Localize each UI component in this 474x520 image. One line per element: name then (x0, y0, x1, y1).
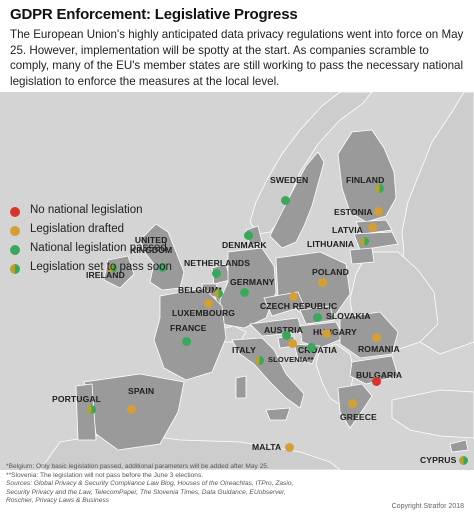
marker-bulgaria (372, 377, 381, 386)
land-sardinia (235, 375, 247, 399)
label-denmark: DENMARK (222, 240, 267, 250)
land-finland (337, 129, 397, 223)
marker-uk (158, 263, 167, 272)
label-spain: SPAIN (128, 386, 155, 396)
marker-slovakia (313, 313, 322, 322)
marker-denmark (244, 231, 253, 240)
label-germany: GERMANY (230, 277, 275, 287)
marker-austria (282, 331, 291, 340)
label-slovenia: SLOVENIA** (268, 355, 314, 364)
footnote-slovenia: **Slovenia: The legislation will not pas… (6, 471, 204, 479)
label-finland: FINLAND (346, 175, 385, 185)
marker-netherlands (212, 269, 221, 278)
marker-lithuania (360, 237, 369, 246)
label-czech: CZECH REPUBLIC (260, 301, 338, 311)
marker-czech (289, 292, 298, 301)
land-cyprus (449, 439, 469, 453)
land-bulgaria (349, 355, 399, 385)
legend-label: National legislation passed (30, 242, 167, 254)
label-greece: GREECE (340, 412, 377, 422)
label-italy: ITALY (232, 345, 256, 355)
label-latvia: LATVIA (332, 225, 363, 235)
marker-latvia (368, 223, 377, 232)
label-belgium: BELGIUM* (178, 285, 222, 295)
label-lithuania: LITHUANIA (307, 239, 355, 249)
label-france: FRANCE (170, 323, 207, 333)
land-uk (139, 223, 185, 291)
legend-label: Legislation drafted (30, 223, 124, 235)
legend-label: Legislation set to pass soon (30, 261, 172, 273)
marker-romania (372, 333, 381, 342)
legend-dot-drafted (10, 226, 20, 236)
marker-portugal (87, 405, 96, 414)
marker-greece (348, 399, 357, 408)
footnote-sources-2: Security Privacy and the Law, TelecomPap… (6, 488, 286, 496)
land-sweden (269, 151, 325, 249)
label-portugal: PORTUGAL (52, 394, 102, 404)
land-sicily (265, 407, 291, 421)
land-italy (231, 337, 305, 409)
land-turkey (391, 389, 474, 439)
land-portugal (75, 383, 97, 441)
legend-label: No national legislation (30, 204, 143, 216)
land-france (153, 287, 227, 381)
intro-text: The European Union's highly anticipated … (10, 28, 464, 88)
marker-sweden (281, 196, 290, 205)
label-bulgaria: BULGARIA (356, 370, 403, 380)
marker-croatia (307, 343, 316, 352)
marker-slovenia (288, 339, 297, 348)
marker-ireland (108, 264, 117, 273)
marker-malta (285, 443, 294, 452)
label-romania: ROMANIA (358, 344, 400, 354)
label-slovakia: SLOVAKIA (326, 311, 371, 321)
legend-dot-none (10, 207, 20, 217)
marker-hungary (322, 329, 331, 338)
label-hungary: HUNGARY (313, 327, 357, 337)
footnote-belgium: *Belgium: Only basic legislation passed,… (6, 463, 269, 470)
land-romania (339, 311, 399, 359)
footnotes: *Belgium: Only basic legislation passed,… (6, 463, 396, 506)
marker-spain (127, 405, 136, 414)
label-croatia: CROATIA (298, 345, 338, 355)
europe-map: SWEDEN FINLAND ESTONIA LATVIA LITHUANIA … (0, 92, 474, 470)
label-sweden: SWEDEN (270, 175, 309, 185)
label-malta: MALTA (252, 442, 282, 452)
marker-estonia (374, 207, 383, 216)
footnote-sources: Sources: Global Privacy & Security Compl… (6, 480, 294, 488)
footnote-sources-3: Roschier, Privacy Laws & Business (6, 497, 109, 505)
marker-luxembourg (204, 299, 213, 308)
marker-france (182, 337, 191, 346)
label-austria: AUSTRIA (264, 325, 303, 335)
copyright: Copyright Stratfor 2018 (391, 503, 464, 510)
label-netherlands: NETHERLANDS (184, 258, 251, 268)
map-shapes (39, 92, 474, 470)
land-lithuania (349, 247, 375, 265)
label-poland: POLAND (312, 267, 349, 277)
label-cyprus: CYPRUS (420, 455, 457, 465)
label-estonia: ESTONIA (334, 207, 373, 217)
label-uk: UNITED KINGDOM (130, 235, 173, 255)
marker-italy (255, 356, 264, 365)
legend-dot-passed (10, 245, 20, 255)
legend-dot-soon (10, 264, 20, 274)
label-luxembourg: LUXEMBOURG (172, 308, 236, 318)
marker-poland (318, 278, 327, 287)
marker-belgium (214, 289, 223, 298)
marker-finland (375, 184, 384, 193)
marker-cyprus (459, 456, 468, 465)
marker-germany (240, 288, 249, 297)
map-title: GDPR Enforcement: Legislative Progress (10, 6, 298, 23)
label-ireland: IRELAND (86, 270, 125, 280)
